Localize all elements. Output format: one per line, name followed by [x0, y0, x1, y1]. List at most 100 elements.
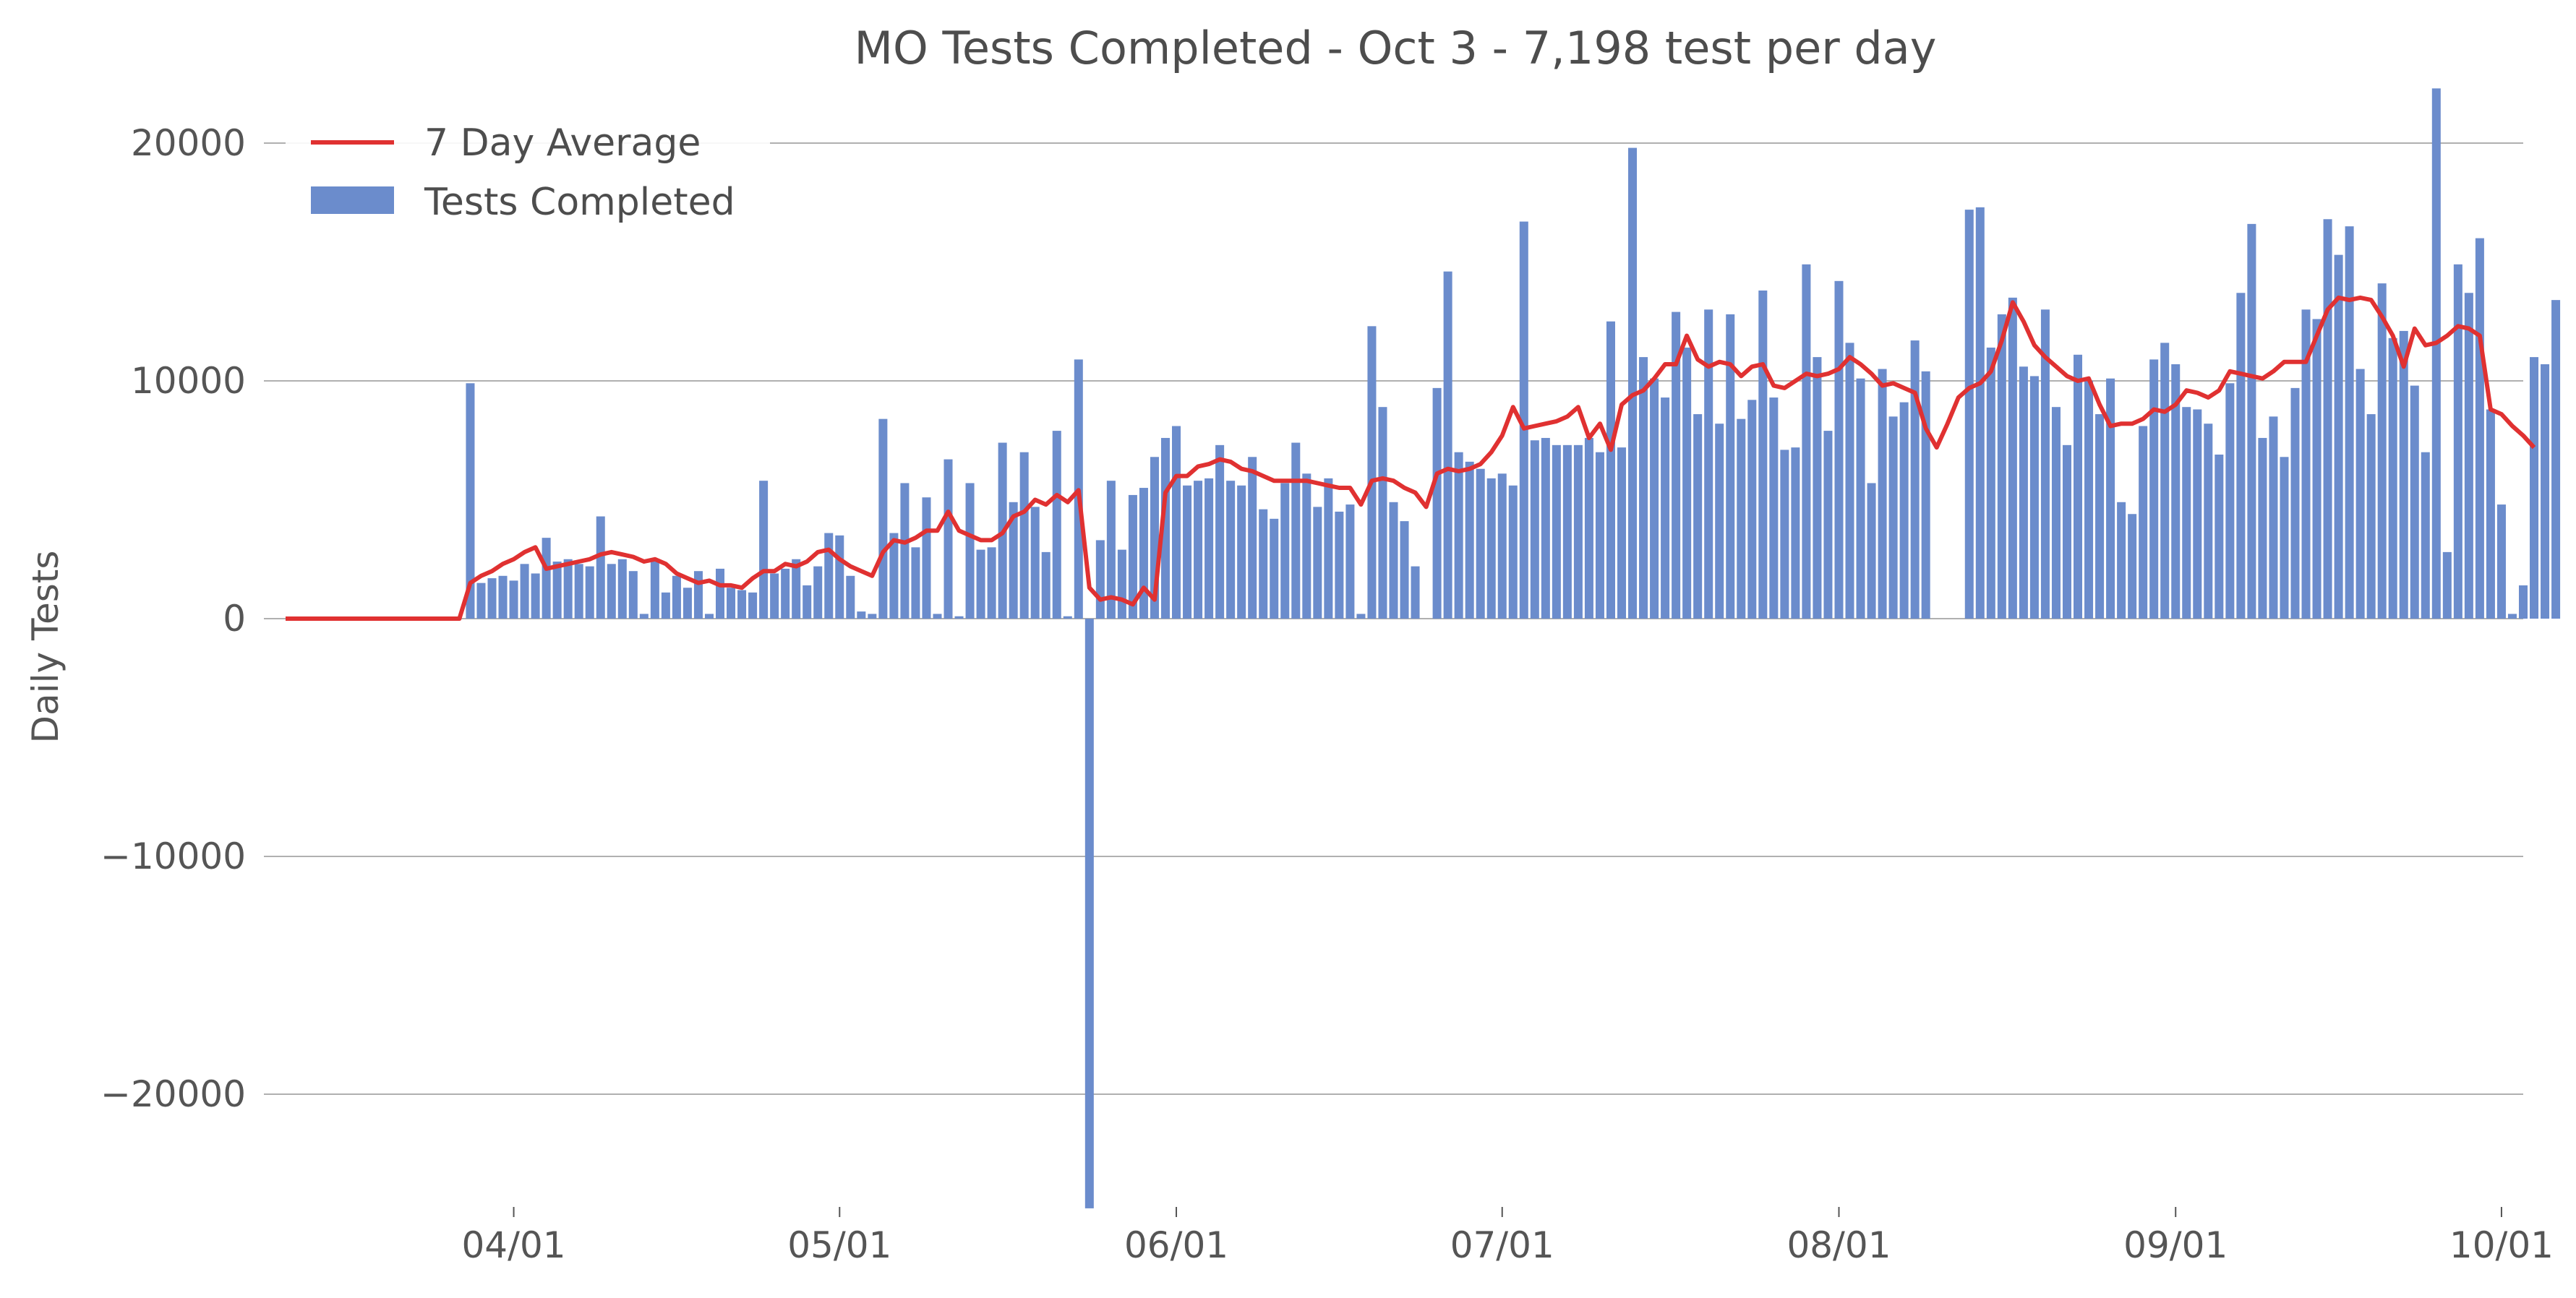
- bar: [878, 418, 888, 619]
- bar: [1780, 450, 1789, 619]
- bar: [1693, 414, 1703, 619]
- bar: [1975, 207, 1985, 619]
- bar: [1867, 483, 1876, 619]
- y-axis-label: Daily Tests: [25, 551, 67, 744]
- bar: [1063, 616, 1072, 619]
- bar: [596, 516, 605, 619]
- bar: [1084, 619, 1094, 1208]
- bar: [748, 592, 758, 619]
- bar: [2139, 426, 2148, 619]
- x-tick-label: 05/01: [787, 1224, 891, 1266]
- bar: [1573, 444, 1583, 619]
- bar: [792, 559, 801, 619]
- bar: [2290, 387, 2300, 619]
- bar-series-tests-completed: [466, 88, 2561, 1208]
- bar: [2019, 366, 2028, 619]
- bar: [1530, 440, 1539, 619]
- bar: [2225, 383, 2235, 619]
- bar: [770, 573, 779, 619]
- bar: [2530, 357, 2539, 619]
- bar: [922, 497, 931, 619]
- bar: [1367, 326, 1377, 619]
- legend: 7 Day Average Tests Completed: [286, 108, 770, 235]
- bar: [2182, 407, 2191, 619]
- bar: [1226, 481, 1236, 619]
- bar: [1204, 478, 1214, 619]
- bar: [2334, 254, 2343, 619]
- bar: [1606, 321, 1615, 619]
- y-tick-label: −20000: [100, 1073, 246, 1115]
- bar: [1639, 357, 1648, 619]
- bar: [2496, 504, 2506, 619]
- bar: [1715, 424, 1724, 619]
- chart-title: MO Tests Completed - Oct 3 - 7,198 test …: [855, 22, 1937, 74]
- bar: [2193, 409, 2202, 619]
- x-tick-label: 04/01: [462, 1224, 566, 1266]
- bar: [704, 614, 714, 619]
- bar: [1172, 426, 1181, 619]
- legend-label-7-day-average: 7 Day Average: [424, 121, 701, 165]
- bar: [2377, 283, 2387, 619]
- bar: [1302, 473, 1311, 619]
- bar: [585, 566, 594, 619]
- bar: [1769, 397, 1779, 619]
- bar: [2149, 359, 2159, 619]
- bar: [509, 580, 518, 619]
- bar: [2312, 319, 2322, 619]
- bar: [1324, 478, 1333, 619]
- bar: [476, 583, 486, 619]
- bar: [693, 571, 703, 619]
- bar: [2410, 385, 2419, 619]
- bar: [1486, 478, 1496, 619]
- x-tick-label: 10/01: [2449, 1224, 2554, 1266]
- bar: [552, 562, 562, 619]
- bar: [607, 564, 616, 619]
- bar: [1682, 347, 1692, 619]
- bar: [1041, 551, 1050, 619]
- bar: [1617, 447, 1627, 619]
- bar: [911, 547, 920, 619]
- bar: [1476, 468, 1485, 619]
- bar: [1888, 416, 1898, 619]
- bar: [2236, 293, 2246, 619]
- bar: [1356, 614, 1366, 619]
- bar: [2464, 293, 2473, 619]
- bar: [2062, 444, 2071, 619]
- bar: [650, 562, 659, 619]
- bar: [2117, 502, 2126, 619]
- bar: [1432, 387, 1442, 619]
- bar: [857, 611, 866, 619]
- bar: [487, 578, 497, 619]
- bar: [1519, 221, 1528, 619]
- bar: [2280, 457, 2289, 619]
- bar: [1117, 549, 1126, 619]
- bar: [1758, 290, 1768, 619]
- bar: [1400, 521, 1409, 619]
- bar: [1552, 444, 1561, 619]
- bar: [1747, 400, 1757, 619]
- bar: [2008, 297, 2017, 619]
- bar: [1899, 402, 1909, 619]
- bar: [1030, 507, 1040, 619]
- bar: [737, 590, 747, 619]
- bar: [1661, 397, 1670, 619]
- bar: [2421, 452, 2430, 619]
- bar: [2106, 378, 2115, 619]
- x-axis-ticks: 04/01 05/01 06/01 07/01 08/01 09/01 10/01: [462, 1207, 2554, 1266]
- bar: [803, 585, 812, 619]
- bar: [813, 566, 823, 619]
- bar: [1726, 314, 1735, 619]
- bar: [2541, 364, 2550, 619]
- bar: [2323, 219, 2332, 619]
- bar: [1009, 502, 1018, 619]
- bar: [2301, 309, 2311, 619]
- x-tick-label: 08/01: [1786, 1224, 1891, 1266]
- bar: [1128, 494, 1137, 619]
- bar: [1921, 371, 1930, 619]
- bar: [1650, 378, 1659, 619]
- bar: [2399, 330, 2408, 619]
- bar: [2247, 223, 2256, 619]
- bar: [1704, 309, 1713, 619]
- bar: [498, 575, 508, 619]
